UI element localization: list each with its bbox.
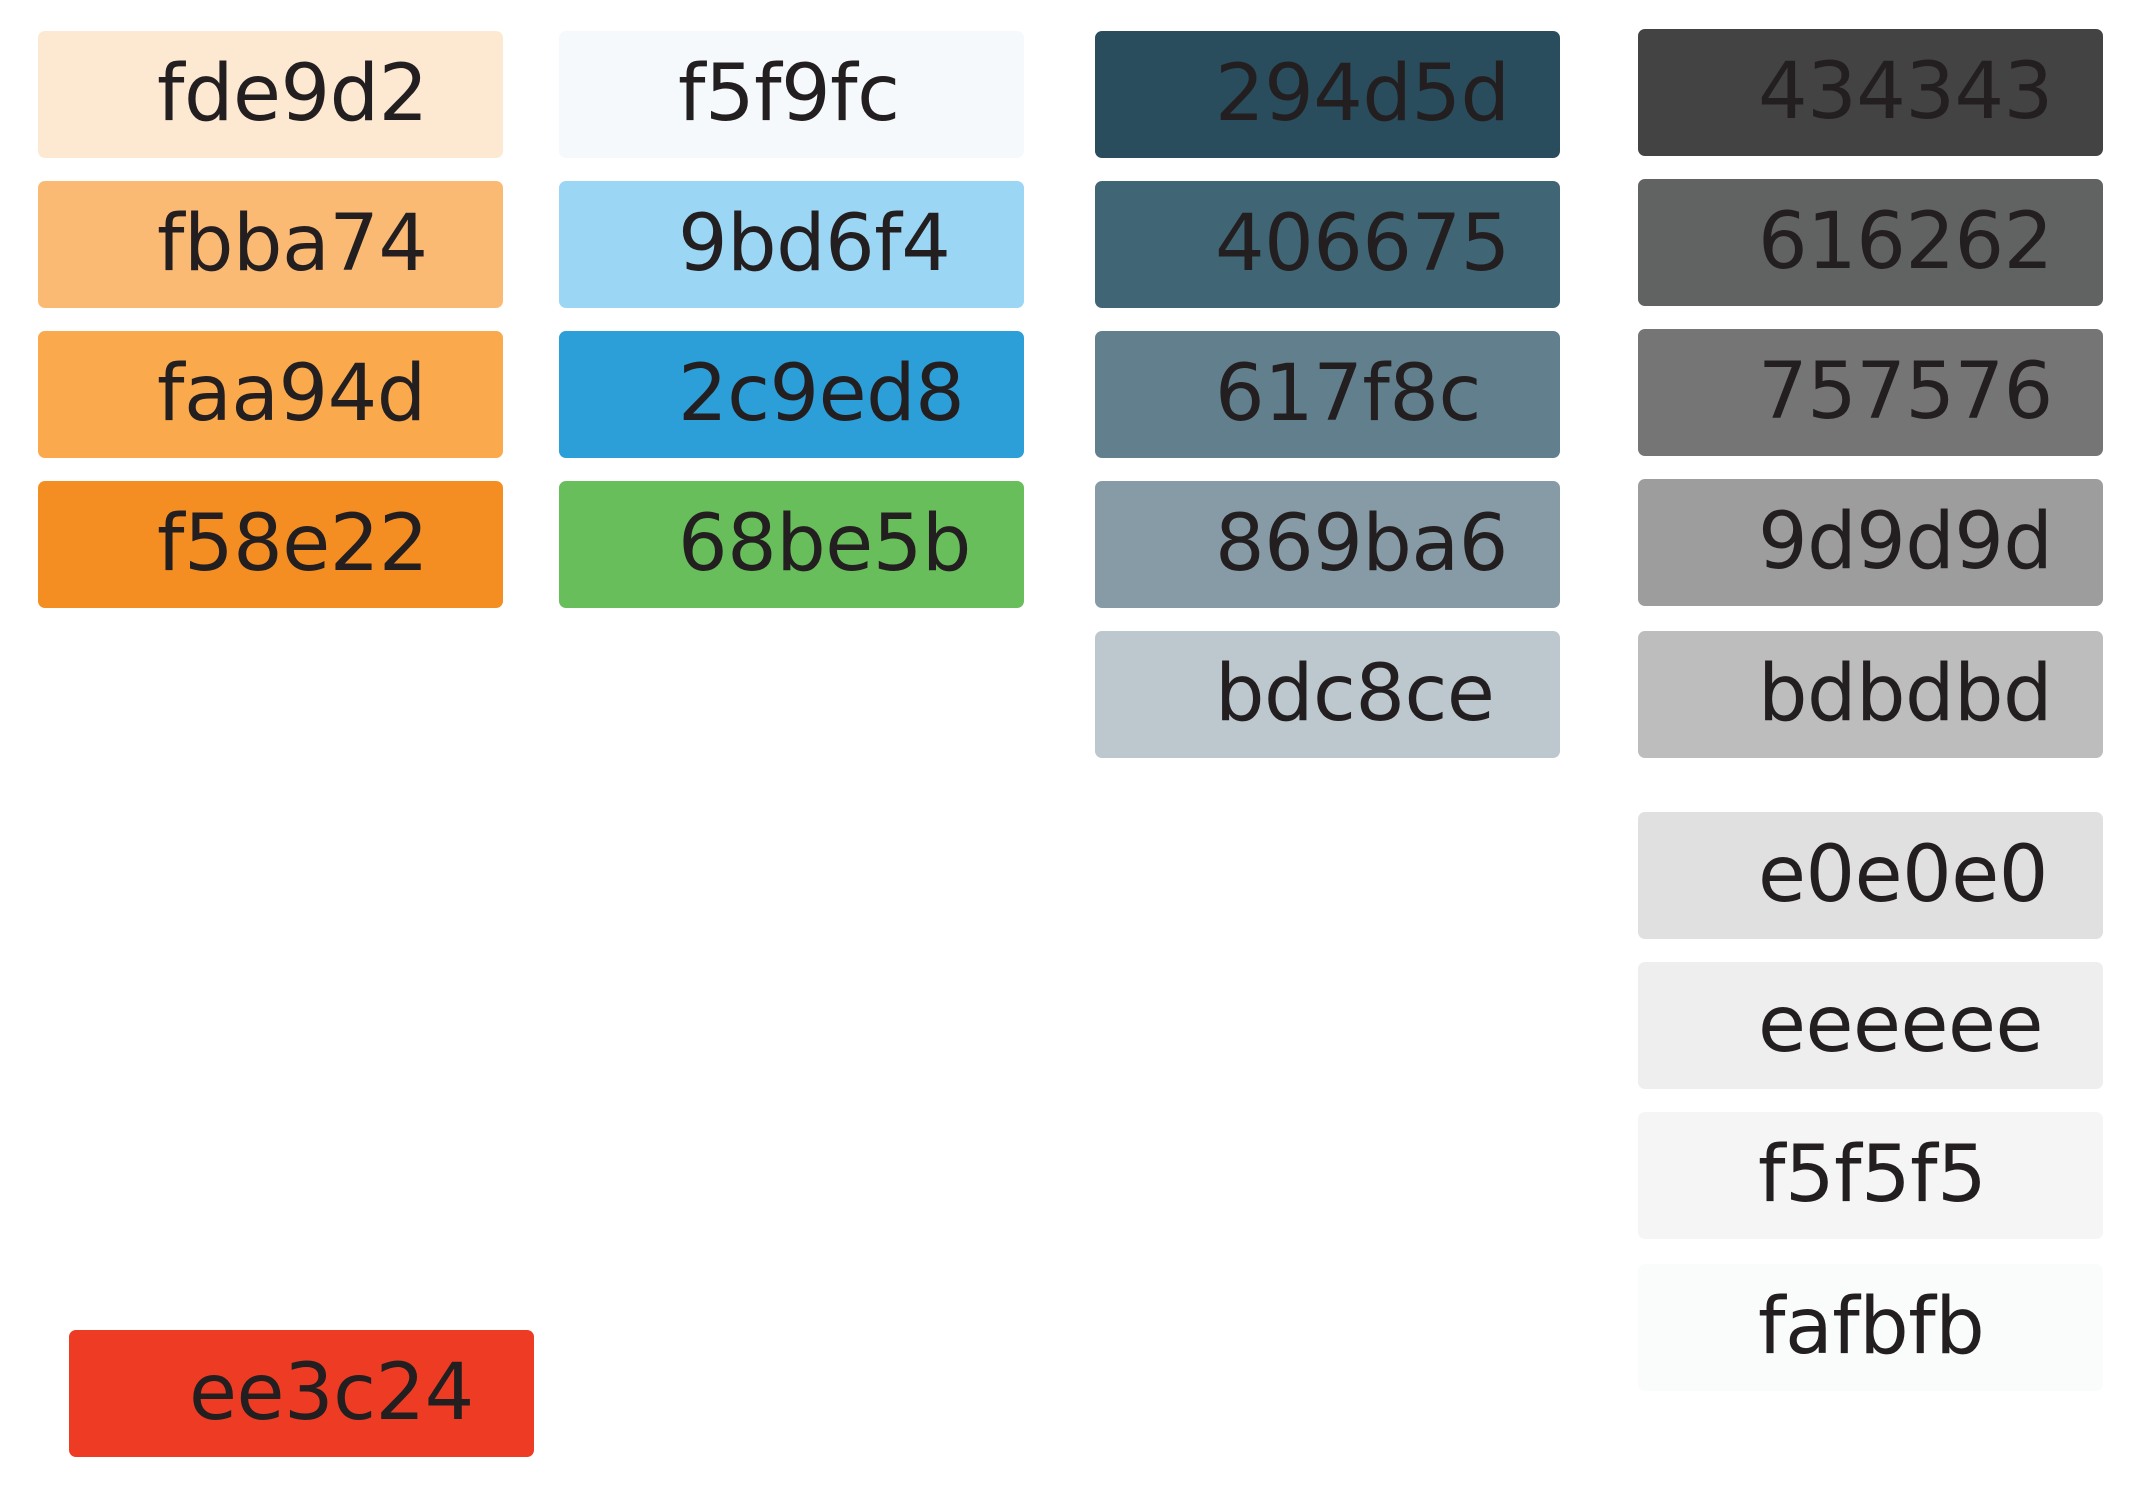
swatch-label: bdbdbd xyxy=(1758,649,2053,739)
swatch-eeeeee: eeeeee xyxy=(1638,962,2103,1089)
swatch-label: ee3c24 xyxy=(189,1348,474,1438)
swatch-label: 757576 xyxy=(1758,347,2053,437)
swatch-fbba74: fbba74 xyxy=(38,181,503,308)
swatch-f5f5f5: f5f5f5 xyxy=(1638,1112,2103,1239)
swatch-label: 9bd6f4 xyxy=(678,199,951,289)
swatch-406675: 406675 xyxy=(1095,181,1560,308)
swatch-label: 9d9d9d xyxy=(1758,497,2053,587)
swatch-label: bdc8ce xyxy=(1215,649,1495,739)
swatch-label: fafbfb xyxy=(1758,1282,1985,1372)
swatch-label: f58e22 xyxy=(157,499,428,589)
swatch-faa94d: faa94d xyxy=(38,331,503,458)
swatch-label: e0e0e0 xyxy=(1758,830,2048,920)
swatch-label: 617f8c xyxy=(1215,349,1481,439)
swatch-label: 434343 xyxy=(1758,47,2053,137)
swatch-294d5d: 294d5d xyxy=(1095,31,1560,158)
swatch-label: 294d5d xyxy=(1215,49,1510,139)
swatch-bdbdbd: bdbdbd xyxy=(1638,631,2103,758)
swatch-label: fde9d2 xyxy=(157,49,428,139)
swatch-434343: 434343 xyxy=(1638,29,2103,156)
swatch-label: f5f9fc xyxy=(678,49,900,139)
swatch-ee3c24: ee3c24 xyxy=(69,1330,534,1457)
swatch-label: f5f5f5 xyxy=(1758,1130,1987,1220)
swatch-68be5b: 68be5b xyxy=(559,481,1024,608)
swatch-label: 2c9ed8 xyxy=(678,349,965,439)
swatch-869ba6: 869ba6 xyxy=(1095,481,1560,608)
swatch-label: 869ba6 xyxy=(1215,499,1508,589)
swatch-9d9d9d: 9d9d9d xyxy=(1638,479,2103,606)
swatch-label: eeeeee xyxy=(1758,980,2043,1070)
swatch-e0e0e0: e0e0e0 xyxy=(1638,812,2103,939)
swatch-label: 406675 xyxy=(1215,199,1510,289)
swatch-9bd6f4: 9bd6f4 xyxy=(559,181,1024,308)
swatch-fde9d2: fde9d2 xyxy=(38,31,503,158)
swatch-f5f9fc: f5f9fc xyxy=(559,31,1024,158)
swatch-2c9ed8: 2c9ed8 xyxy=(559,331,1024,458)
swatch-bdc8ce: bdc8ce xyxy=(1095,631,1560,758)
swatch-label: fbba74 xyxy=(157,199,428,289)
swatch-label: 68be5b xyxy=(678,499,971,589)
swatch-f58e22: f58e22 xyxy=(38,481,503,608)
swatch-617f8c: 617f8c xyxy=(1095,331,1560,458)
swatch-616262: 616262 xyxy=(1638,179,2103,306)
swatch-label: 616262 xyxy=(1758,197,2053,287)
swatch-757576: 757576 xyxy=(1638,329,2103,456)
swatch-label: faa94d xyxy=(157,349,426,439)
swatch-fafbfb: fafbfb xyxy=(1638,1264,2103,1391)
